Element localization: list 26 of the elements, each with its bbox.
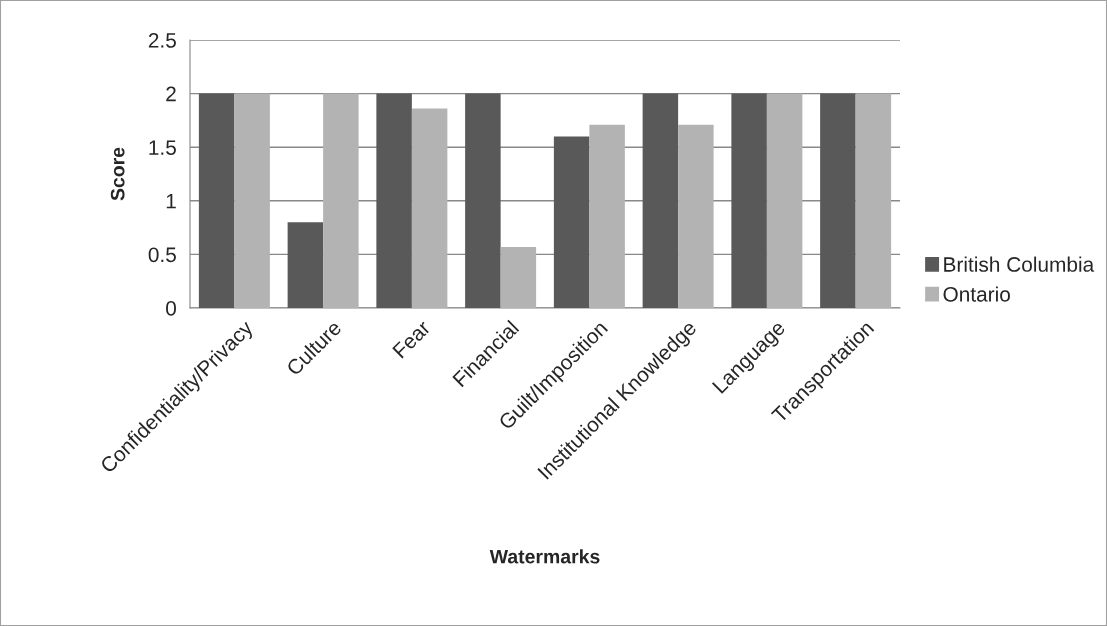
bar bbox=[287, 222, 324, 308]
bar bbox=[553, 136, 590, 308]
y-tick-label: 2.5 bbox=[148, 33, 176, 48]
bar bbox=[731, 93, 767, 308]
y-tick-label: 0 bbox=[166, 301, 176, 316]
y-tick-label: 1 bbox=[166, 194, 176, 209]
bar bbox=[589, 124, 625, 308]
bar bbox=[820, 93, 856, 308]
legend-label: British Columbia bbox=[944, 256, 1095, 272]
bar bbox=[500, 246, 537, 308]
bar bbox=[411, 108, 448, 308]
bar bbox=[323, 93, 359, 308]
y-tick-label: 1.5 bbox=[149, 140, 176, 155]
bar bbox=[766, 93, 803, 308]
bar bbox=[465, 93, 501, 308]
bar bbox=[678, 124, 714, 308]
bar bbox=[855, 93, 892, 308]
bar bbox=[198, 93, 235, 308]
y-tick-label: 2 bbox=[166, 86, 176, 102]
bar bbox=[234, 93, 270, 308]
y-tick-label: 0.5 bbox=[148, 247, 176, 263]
bar bbox=[376, 93, 412, 308]
y-axis-title: Score bbox=[110, 147, 125, 201]
legend-label: Ontario bbox=[943, 286, 1010, 302]
x-axis-title: Watermarks bbox=[489, 549, 600, 564]
bar bbox=[642, 93, 679, 308]
